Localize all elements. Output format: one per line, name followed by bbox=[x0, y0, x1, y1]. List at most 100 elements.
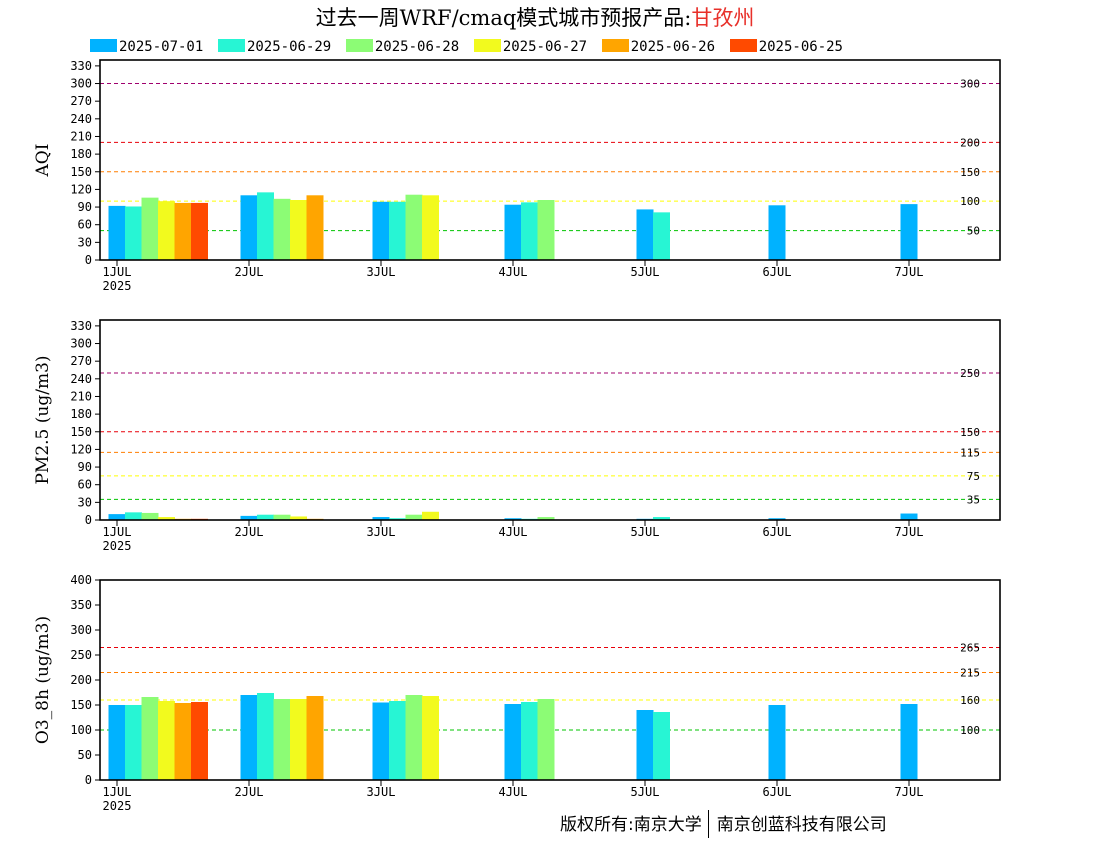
y-tick-label: 50 bbox=[78, 748, 92, 762]
x-tick-label: 2JUL bbox=[235, 265, 264, 279]
y-tick-label: 300 bbox=[70, 337, 92, 351]
y-tick-label: 0 bbox=[85, 773, 92, 787]
copyright-separator bbox=[707, 810, 709, 838]
bar bbox=[141, 512, 159, 520]
y-tick-label: 0 bbox=[85, 513, 92, 527]
bar bbox=[372, 702, 390, 780]
y-tick-label: 330 bbox=[70, 59, 92, 73]
x-tick-label: 7JUL bbox=[895, 265, 924, 279]
threshold-label: 100 bbox=[960, 195, 980, 208]
threshold-label: 50 bbox=[967, 225, 980, 238]
y-tick-label: 200 bbox=[70, 673, 92, 687]
bar bbox=[636, 209, 654, 260]
y-tick-label: 240 bbox=[70, 112, 92, 126]
y-tick-label: 270 bbox=[70, 354, 92, 368]
bar bbox=[125, 206, 142, 260]
y-tick-label: 300 bbox=[70, 77, 92, 91]
bar bbox=[158, 701, 175, 780]
bar bbox=[405, 695, 423, 780]
legend: 2025-07-01 2025-06-29 2025-06-28 2025-06… bbox=[90, 36, 848, 55]
bar bbox=[537, 699, 555, 780]
x-tick-label: 5JUL bbox=[631, 785, 660, 799]
bar bbox=[257, 514, 274, 520]
bar bbox=[768, 705, 786, 780]
bar bbox=[141, 697, 159, 780]
bar bbox=[257, 693, 274, 780]
bar bbox=[290, 200, 307, 260]
x-tick-label: 2JUL bbox=[235, 525, 264, 539]
bar bbox=[504, 204, 522, 260]
y-tick-label: 30 bbox=[78, 235, 92, 249]
title-text: 过去一周WRF/cmaq模式城市预报产品: bbox=[315, 6, 692, 30]
y-tick-label: 180 bbox=[70, 147, 92, 161]
bar bbox=[290, 699, 307, 780]
x-tick-label: 5JUL bbox=[631, 525, 660, 539]
bar bbox=[108, 705, 126, 780]
bar bbox=[174, 703, 192, 780]
bar bbox=[108, 205, 126, 260]
chart-panel-2: 250 150 115 75 35 0 30 60 90 120 150 180 210 240 270 30… bbox=[33, 319, 1001, 553]
y-tick-label: 250 bbox=[70, 648, 92, 662]
threshold-label: 75 bbox=[967, 470, 980, 483]
bar bbox=[273, 198, 291, 260]
bar bbox=[240, 195, 258, 260]
x-tick-label: 7JUL bbox=[895, 525, 924, 539]
y-tick-label: 150 bbox=[70, 698, 92, 712]
bar bbox=[158, 517, 175, 520]
threshold-label: 265 bbox=[960, 642, 980, 655]
y-tick-label: 300 bbox=[70, 623, 92, 637]
y-tick-label: 330 bbox=[70, 319, 92, 333]
bar bbox=[108, 514, 126, 520]
y-tick-label: 350 bbox=[70, 598, 92, 612]
bar bbox=[653, 212, 670, 260]
bar bbox=[504, 704, 522, 780]
x-tick-label: 3JUL bbox=[367, 785, 396, 799]
y-tick-label: 150 bbox=[70, 425, 92, 439]
threshold-label: 200 bbox=[960, 136, 980, 149]
bar bbox=[273, 699, 291, 780]
plot-frame bbox=[99, 59, 1001, 261]
bar bbox=[422, 195, 439, 260]
bar bbox=[653, 712, 670, 780]
bar bbox=[191, 702, 208, 780]
legend-label: 2025-06-27 bbox=[502, 38, 588, 55]
bar bbox=[240, 515, 258, 520]
x-tick-label: 6JUL bbox=[763, 265, 792, 279]
x-tick-label: 1JUL bbox=[103, 525, 132, 539]
bar bbox=[306, 195, 324, 260]
y-axis-label: PM2.5 (ug/m3) bbox=[33, 355, 53, 484]
y-tick-label: 150 bbox=[70, 165, 92, 179]
legend-item: 2025-06-29 bbox=[217, 38, 331, 55]
legend-swatch bbox=[729, 38, 757, 52]
bar bbox=[125, 705, 142, 780]
x-tick-label: 7JUL bbox=[895, 785, 924, 799]
x-tick-label: 3JUL bbox=[367, 265, 396, 279]
y-tick-label: 90 bbox=[78, 200, 92, 214]
legend-label: 2025-06-28 bbox=[374, 38, 460, 55]
bar bbox=[653, 517, 670, 520]
y-tick-label: 100 bbox=[70, 723, 92, 737]
x-tick-label: 4JUL bbox=[499, 525, 528, 539]
y-tick-label: 60 bbox=[78, 478, 92, 492]
threshold-label: 300 bbox=[960, 78, 980, 91]
bar bbox=[290, 516, 307, 520]
legend-item: 2025-06-26 bbox=[601, 38, 715, 55]
y-tick-label: 30 bbox=[78, 495, 92, 509]
y-axis-label: O3_8h (ug/m3) bbox=[33, 616, 53, 744]
bar bbox=[389, 201, 406, 260]
bar bbox=[537, 517, 555, 520]
y-tick-label: 60 bbox=[78, 218, 92, 232]
x-year-label: 2025 bbox=[103, 279, 132, 293]
x-tick-label: 4JUL bbox=[499, 265, 528, 279]
bar bbox=[636, 710, 654, 780]
x-year-label: 2025 bbox=[103, 799, 132, 813]
chart-title: 过去一周WRF/cmaq模式城市预报产品:甘孜州 bbox=[0, 2, 1070, 32]
bar bbox=[174, 202, 192, 260]
title-city: 甘孜州 bbox=[691, 6, 755, 30]
legend-item: 2025-06-25 bbox=[729, 38, 843, 55]
x-tick-label: 6JUL bbox=[763, 525, 792, 539]
bar bbox=[537, 200, 555, 260]
chart-panel-1: 300 200 150 100 50 0 30 60 90 120 150 180 210 240 270 3… bbox=[33, 59, 1001, 293]
threshold-label: 35 bbox=[967, 493, 980, 506]
